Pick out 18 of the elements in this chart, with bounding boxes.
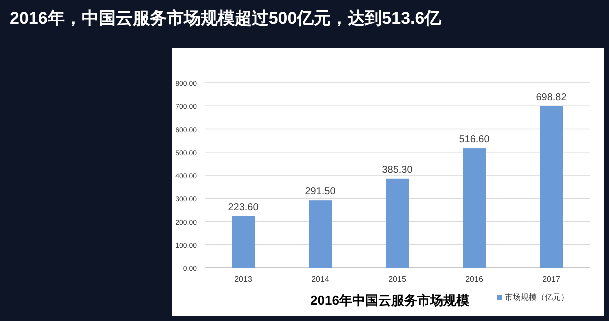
bar	[232, 216, 255, 268]
legend-label: 市场规模（亿元）	[505, 293, 569, 302]
chart-title: 2016年，中国云服务市场规模超过500亿元，达到513.6亿	[10, 9, 443, 28]
x-tick-label: 2014	[312, 275, 330, 284]
x-tick-label: 2016	[466, 275, 484, 284]
x-tick-label: 2013	[234, 275, 253, 284]
x-tick-label: 2015	[388, 275, 407, 284]
bar	[386, 178, 409, 268]
data-label: 516.60	[459, 134, 490, 146]
data-label: 385.30	[382, 164, 414, 176]
x-tick-label: 2017	[542, 275, 561, 284]
bar	[309, 200, 332, 268]
text: 2016年中国云服务市场规模	[310, 293, 470, 308]
data-label: 698.82	[536, 92, 568, 104]
data-label: 223.60	[228, 202, 260, 214]
bar	[463, 148, 486, 268]
bar	[540, 106, 563, 268]
data-label: 291.50	[305, 186, 336, 198]
